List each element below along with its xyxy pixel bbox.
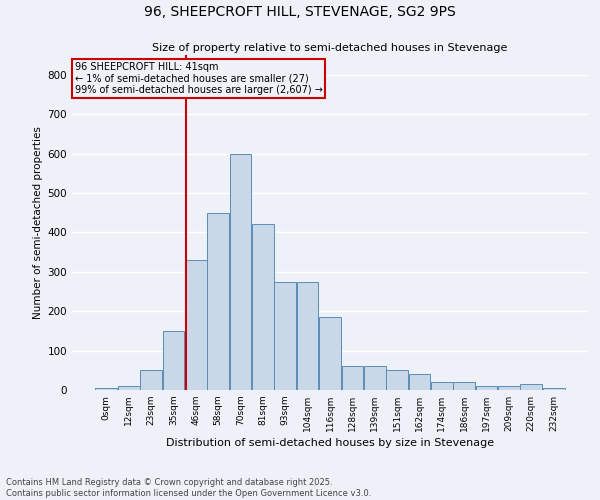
Bar [118, 386, 140, 390]
Text: 96, SHEEPCROFT HILL, STEVENAGE, SG2 9PS: 96, SHEEPCROFT HILL, STEVENAGE, SG2 9PS [144, 5, 456, 19]
Bar [252, 224, 274, 390]
Y-axis label: Number of semi-detached properties: Number of semi-detached properties [34, 126, 43, 319]
Bar [520, 384, 542, 390]
Bar [543, 388, 565, 390]
Bar [140, 370, 162, 390]
Text: 96 SHEEPCROFT HILL: 41sqm
← 1% of semi-detached houses are smaller (27)
99% of s: 96 SHEEPCROFT HILL: 41sqm ← 1% of semi-d… [74, 62, 322, 95]
Bar [185, 260, 206, 390]
Bar [409, 374, 430, 390]
Bar [230, 154, 251, 390]
Bar [386, 370, 408, 390]
Bar [454, 382, 475, 390]
X-axis label: Distribution of semi-detached houses by size in Stevenage: Distribution of semi-detached houses by … [166, 438, 494, 448]
Bar [297, 282, 319, 390]
Bar [95, 388, 117, 390]
Bar [476, 386, 497, 390]
Bar [319, 317, 341, 390]
Title: Size of property relative to semi-detached houses in Stevenage: Size of property relative to semi-detach… [152, 43, 508, 53]
Bar [431, 382, 452, 390]
Bar [208, 212, 229, 390]
Bar [163, 331, 184, 390]
Text: Contains HM Land Registry data © Crown copyright and database right 2025.
Contai: Contains HM Land Registry data © Crown c… [6, 478, 371, 498]
Bar [364, 366, 386, 390]
Bar [274, 282, 296, 390]
Bar [498, 386, 520, 390]
Bar [341, 366, 363, 390]
